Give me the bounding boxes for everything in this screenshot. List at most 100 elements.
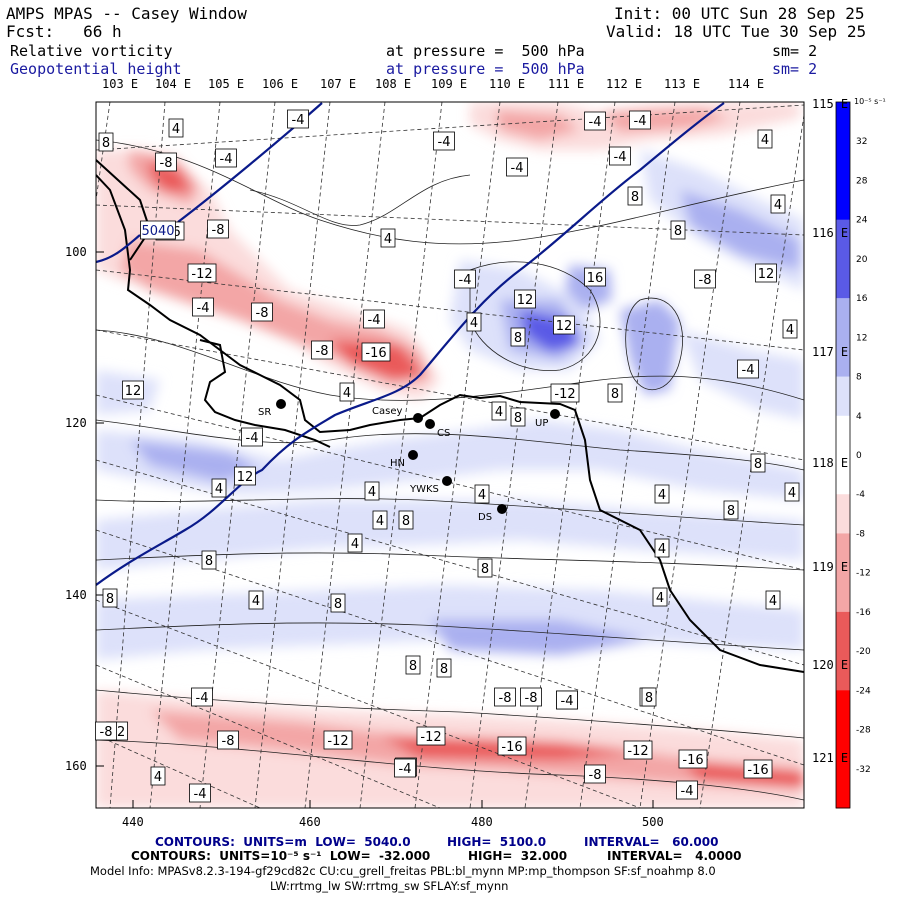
svg-text:-4: -4: [589, 115, 602, 130]
lon-label: 112 E: [606, 77, 643, 91]
contour-label: 8: [723, 500, 739, 520]
y-tick-label: 140: [65, 588, 87, 602]
contour-label: -4: [363, 309, 385, 329]
station-label: SR: [258, 407, 271, 418]
x-tick-label: 460: [299, 815, 321, 829]
svg-text:-8: -8: [160, 156, 173, 171]
contour-label: -4: [191, 687, 213, 707]
lon-label: 111 E: [548, 77, 585, 91]
contour-label: 4: [364, 481, 380, 501]
plot-frame: [95, 101, 805, 809]
contour-label: 4: [168, 118, 184, 138]
station-label: CS: [437, 428, 450, 439]
contour-label: -8: [251, 302, 273, 322]
svg-text:-4: -4: [246, 431, 259, 446]
svg-text:4: 4: [478, 488, 486, 503]
svg-text:4: 4: [786, 323, 794, 338]
contour-label: -12: [187, 263, 217, 283]
colorbar-band: [836, 768, 850, 809]
contour-label: 4: [380, 228, 396, 248]
field2-name: Geopotential height: [10, 60, 182, 78]
contour-label: 8: [510, 327, 526, 347]
svg-text:8: 8: [409, 659, 417, 674]
station-dot-casey[interactable]: [413, 413, 423, 423]
svg-text:-4: -4: [220, 152, 233, 167]
svg-text:8: 8: [611, 387, 619, 402]
contour-label: -8: [494, 687, 516, 707]
station-label: DS: [478, 512, 492, 523]
svg-text:8: 8: [402, 514, 410, 529]
lon-label: 110 E: [489, 77, 526, 91]
station-dot-up[interactable]: [550, 409, 560, 419]
station-dot-ds[interactable]: [497, 504, 507, 514]
contour-label: 4: [474, 484, 490, 504]
contour-label: 12: [755, 263, 777, 283]
colorbar-label: 32: [856, 137, 867, 147]
contour-label: 8: [98, 132, 114, 152]
station-dot-hn[interactable]: [408, 450, 418, 460]
contour-label: 8: [750, 453, 766, 473]
lon-label: 105 E: [208, 77, 245, 91]
contour-label: 4: [784, 482, 800, 502]
svg-text:4: 4: [376, 514, 384, 529]
svg-text:-4: -4: [634, 114, 647, 129]
contour-label: -8: [520, 687, 542, 707]
colorbar-label: -24: [856, 686, 871, 696]
height-contour-info: CONTOURS: UNITS=m LOW= 5040.0: [155, 835, 411, 849]
station-label: HN: [390, 458, 405, 469]
colorbar-band: [836, 494, 850, 534]
colorbar-label: -20: [856, 647, 871, 657]
contour-label: -4: [584, 111, 606, 131]
model-info-physics: LW:rrtmg_lw SW:rrtmg_sw SFLAY:sf_mynn: [270, 879, 509, 893]
lon-label: 113 E: [664, 77, 701, 91]
svg-text:-4: -4: [561, 694, 574, 709]
svg-text:8: 8: [334, 597, 342, 612]
colorbar-band: [836, 180, 850, 221]
station-dot-cs[interactable]: [425, 419, 435, 429]
vorticity-contour-info: CONTOURS: UNITS=10⁻⁵ s⁻¹ LOW= -32.000: [131, 849, 431, 863]
contour-label: -4: [506, 157, 528, 177]
colorbar-band: [836, 415, 850, 456]
svg-text:4: 4: [658, 488, 666, 503]
contour-label: -12: [550, 383, 580, 403]
contour-label: -12: [416, 726, 446, 746]
svg-text:-4: -4: [459, 273, 472, 288]
svg-text:4: 4: [252, 594, 260, 609]
contour-label: 4: [248, 590, 264, 610]
station-dot-sr[interactable]: [276, 399, 286, 409]
svg-text:8: 8: [631, 190, 639, 205]
station-dot-ywks[interactable]: [442, 476, 452, 486]
lon-label: 119 E: [812, 560, 849, 574]
lon-label: 115 E: [812, 97, 849, 111]
contour-label: -4: [287, 109, 309, 129]
svg-text:-4: -4: [194, 787, 207, 802]
svg-text:4: 4: [769, 594, 777, 609]
svg-text:-8: -8: [100, 725, 113, 740]
svg-text:8: 8: [727, 504, 735, 519]
svg-text:-4: -4: [681, 784, 694, 799]
field1-name: Relative vorticity: [10, 42, 173, 60]
colorbar-band: [836, 219, 850, 260]
lon-label: 116 E: [812, 226, 849, 240]
svg-text:-8: -8: [699, 273, 712, 288]
colorbar-band: [836, 337, 850, 378]
svg-text:8: 8: [481, 562, 489, 577]
height-contour-interval: INTERVAL= 60.000: [584, 835, 719, 849]
svg-text:-16: -16: [747, 763, 768, 778]
contour-label: -16: [361, 342, 391, 362]
svg-text:-16: -16: [365, 346, 386, 361]
contour-label: 8: [201, 550, 217, 570]
svg-text:-8: -8: [256, 306, 269, 321]
contour-label: -4: [609, 146, 631, 166]
contour-label: -8: [311, 340, 333, 360]
colorbar-label: 8: [856, 373, 862, 383]
svg-text:-12: -12: [191, 267, 212, 282]
svg-text:-12: -12: [554, 387, 575, 402]
contour-label: -12: [623, 740, 653, 760]
contour-label: 12: [514, 289, 536, 309]
colorbar-band: [836, 729, 850, 770]
y-tick-label: 100: [65, 245, 87, 259]
forecast-hour: Fcst: 66 h: [6, 22, 122, 41]
contour-label: 4: [347, 533, 363, 553]
svg-text:-4: -4: [511, 161, 524, 176]
